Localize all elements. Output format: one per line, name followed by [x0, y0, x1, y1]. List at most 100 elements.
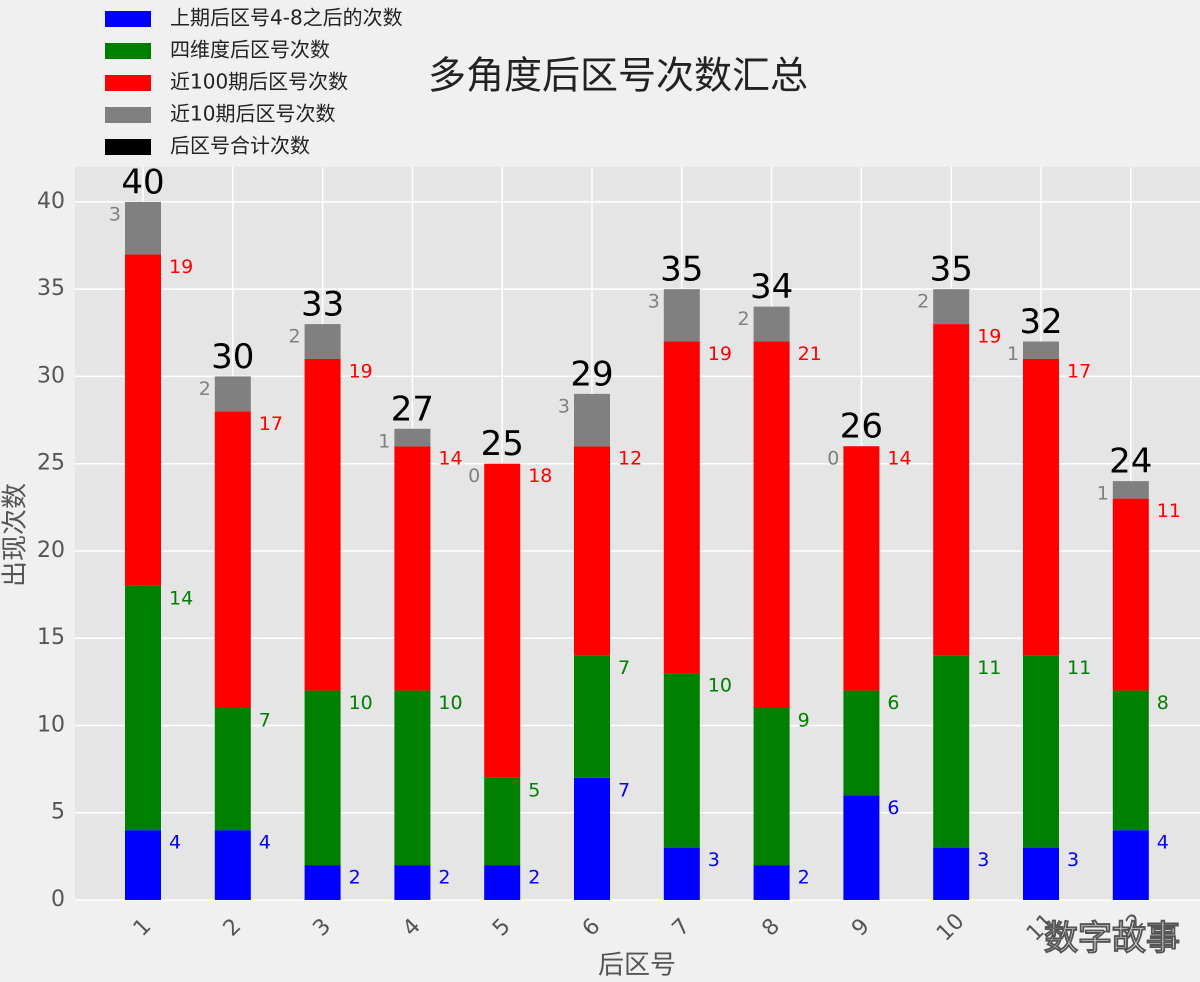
value-label: 3	[977, 849, 989, 871]
legend-swatch	[105, 11, 151, 27]
value-label: 4	[169, 832, 181, 854]
watermark: 数字故事	[1044, 919, 1180, 959]
y-tick-label: 40	[37, 189, 65, 214]
value-label: 2	[438, 867, 450, 889]
total-label: 35	[660, 250, 703, 290]
bar-segment	[304, 690, 341, 866]
value-label: 8	[1157, 692, 1169, 714]
bar-segment	[663, 341, 700, 674]
total-label: 35	[930, 250, 973, 290]
bar-segment	[1112, 498, 1149, 691]
y-tick-label: 10	[37, 712, 65, 737]
bar-segment	[484, 777, 521, 866]
total-label: 29	[570, 354, 613, 394]
value-label: 10	[708, 675, 732, 697]
value-label: 1	[1097, 483, 1109, 505]
value-label: 2	[349, 867, 361, 889]
value-label: 0	[468, 465, 480, 487]
value-label: 7	[618, 657, 630, 679]
bar-segment	[394, 690, 431, 866]
value-label: 5	[528, 779, 540, 801]
legend-swatch	[105, 107, 151, 123]
bar-segment	[663, 289, 700, 342]
x-axis-label: 后区号	[598, 951, 676, 981]
legend-label: 近100期后区号次数	[170, 70, 348, 94]
bar-segment	[304, 324, 341, 359]
bar-segment	[484, 865, 521, 900]
value-label: 3	[648, 291, 660, 313]
bar-segment	[933, 324, 970, 656]
y-tick-label: 25	[37, 451, 65, 476]
value-label: 14	[169, 587, 193, 609]
bar-segment	[125, 254, 161, 586]
y-axis-label: 出现次数	[1, 483, 31, 587]
value-label: 19	[708, 343, 732, 365]
value-label: 19	[977, 326, 1001, 348]
bar-segment	[753, 708, 790, 866]
value-label: 4	[259, 832, 271, 854]
legend-label: 四维度后区号次数	[170, 38, 330, 62]
bar-segment	[125, 830, 161, 900]
value-label: 2	[798, 867, 810, 889]
y-tick-label: 15	[37, 625, 65, 650]
value-label: 7	[618, 779, 630, 801]
bar-segment	[843, 446, 880, 691]
bar-segment	[843, 690, 880, 796]
value-label: 7	[259, 710, 271, 732]
value-label: 11	[1067, 657, 1091, 679]
total-label: 27	[391, 389, 434, 429]
chart-title: 多角度后区号次数汇总	[428, 54, 808, 98]
value-label: 6	[887, 692, 899, 714]
bar-segment	[1112, 690, 1149, 831]
value-label: 4	[1157, 832, 1169, 854]
total-label: 24	[1109, 442, 1152, 482]
bar-segment	[574, 446, 610, 656]
value-label: 17	[259, 413, 283, 435]
legend-swatch	[105, 139, 151, 155]
total-label: 32	[1019, 302, 1062, 342]
total-label: 34	[750, 267, 793, 307]
bar-segment	[125, 201, 161, 255]
value-label: 21	[798, 343, 822, 365]
bar-segment	[304, 358, 341, 691]
total-label: 26	[840, 407, 883, 447]
value-label: 2	[289, 326, 301, 348]
value-label: 18	[528, 465, 552, 487]
bar-segment	[1112, 481, 1149, 499]
value-label: 1	[1007, 343, 1019, 365]
bar-segment	[214, 376, 251, 412]
value-label: 10	[438, 692, 462, 714]
value-label: 12	[618, 448, 642, 470]
y-tick-label: 30	[37, 363, 65, 388]
bar-segment	[394, 428, 431, 447]
legend-label: 后区号合计次数	[170, 134, 310, 158]
bar-segment	[574, 393, 610, 447]
bar-segment	[484, 463, 521, 778]
bar-segment	[753, 865, 790, 900]
total-label: 30	[211, 337, 254, 377]
value-label: 11	[977, 657, 1001, 679]
bar-segment	[1023, 847, 1059, 900]
value-label: 3	[708, 849, 720, 871]
value-label: 0	[827, 448, 839, 470]
y-tick-label: 0	[51, 887, 65, 912]
legend-swatch	[105, 43, 151, 59]
bar-segment	[214, 411, 251, 709]
value-label: 3	[558, 395, 570, 417]
value-label: 14	[887, 448, 911, 470]
bar-segment	[753, 341, 790, 709]
bar-segment	[933, 289, 970, 325]
value-label: 2	[738, 308, 750, 330]
bar-segment	[663, 847, 700, 900]
total-label: 40	[121, 162, 164, 202]
value-label: 3	[109, 203, 121, 225]
total-label: 33	[301, 285, 344, 325]
bar-segment	[394, 865, 431, 900]
bar-segment	[753, 306, 790, 342]
bar-segment	[1023, 655, 1059, 848]
bar-segment	[933, 655, 970, 848]
legend-label: 近10期后区号次数	[170, 102, 335, 126]
value-label: 9	[798, 710, 810, 732]
y-tick-label: 35	[37, 276, 65, 301]
